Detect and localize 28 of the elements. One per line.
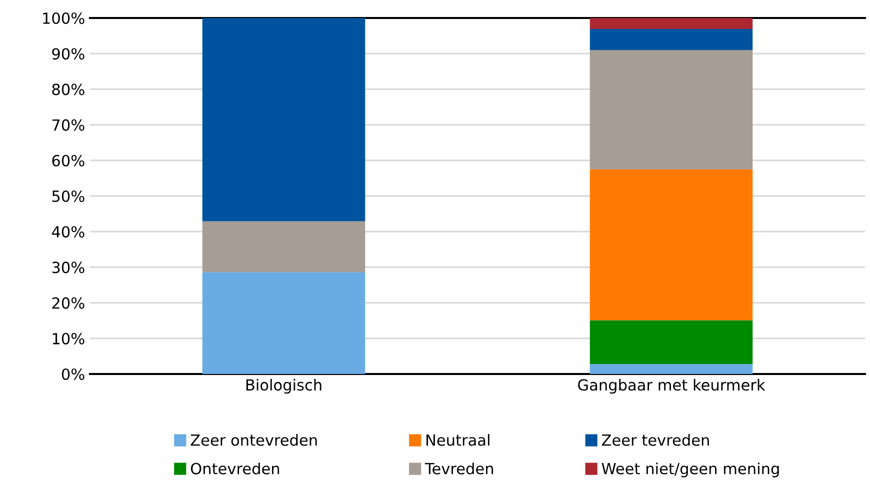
bar xyxy=(590,50,753,170)
y-tick-label: 10% xyxy=(52,332,84,344)
bar xyxy=(202,221,366,272)
legend-label: Ontevreden xyxy=(190,462,280,474)
x-tick-label: Gangbaar met keurmerk xyxy=(578,378,766,394)
legend-label: Zeer tevreden xyxy=(602,434,709,446)
legend-label: Zeer ontevreden xyxy=(190,434,317,446)
bar xyxy=(202,18,366,222)
y-tick-label: 20% xyxy=(52,297,84,309)
y-tick-label: 40% xyxy=(52,226,84,238)
y-tick-label: 90% xyxy=(52,48,84,60)
legend-label: Tevreden xyxy=(424,462,494,474)
y-tick-label: 60% xyxy=(52,154,84,166)
legend-label: Neutraal xyxy=(426,434,490,446)
y-tick-label: 80% xyxy=(52,84,84,96)
bar xyxy=(202,272,366,374)
y-tick-label: 30% xyxy=(52,262,84,274)
y-tick-label: 70% xyxy=(52,119,84,131)
bar xyxy=(590,29,753,50)
y-tick-label: 0% xyxy=(62,368,84,380)
bar xyxy=(590,18,753,30)
x-tick-label: Biologisch xyxy=(246,378,322,394)
legend-label: Weet niet/geen mening xyxy=(602,462,779,478)
y-tick-label: 50% xyxy=(52,190,84,202)
bar xyxy=(590,364,753,374)
bar xyxy=(590,169,753,320)
bar xyxy=(590,320,753,364)
y-tick-label: 100% xyxy=(43,12,84,24)
